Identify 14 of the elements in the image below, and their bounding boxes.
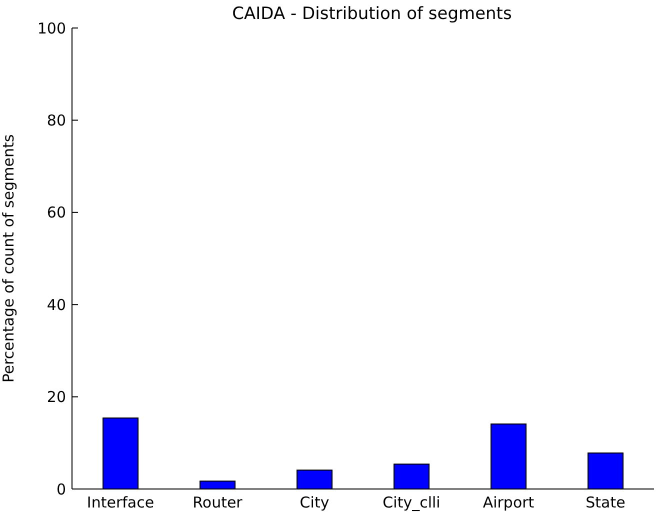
y-axis-title: Percentage of count of segments xyxy=(0,134,18,383)
x-tick-label: Airport xyxy=(482,494,534,512)
x-tick-label: City xyxy=(300,494,330,512)
y-tick-label: 20 xyxy=(46,388,66,406)
x-tick-label: Router xyxy=(192,494,244,512)
y-tick-label: 0 xyxy=(56,480,66,498)
y-tick-label: 100 xyxy=(37,19,66,38)
x-tick-label: City_clli xyxy=(382,494,440,512)
x-tick-label: Interface xyxy=(86,494,154,512)
x-tick-label: State xyxy=(586,494,626,512)
y-tick-label: 80 xyxy=(46,112,66,130)
y-tick-label: 60 xyxy=(46,204,66,222)
chart-title: CAIDA - Distribution of segments xyxy=(231,4,513,24)
y-tick-label: 40 xyxy=(46,296,66,314)
